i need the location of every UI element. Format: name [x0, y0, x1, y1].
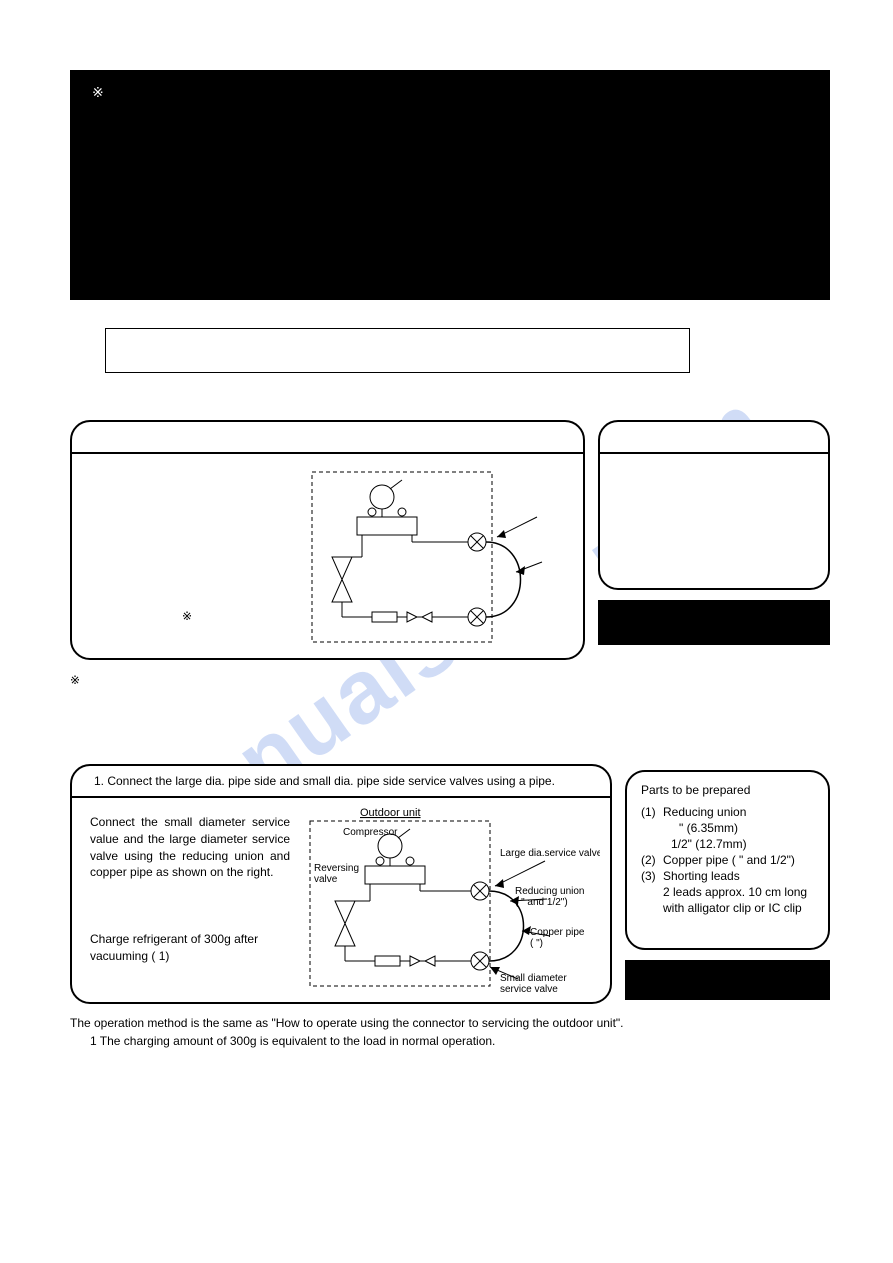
top-black-panel: ※	[70, 70, 830, 300]
diagram-outdoor-unit-label: Outdoor unit	[360, 807, 421, 819]
diagram-reducing-union-sub: ( " and 1/2")	[515, 897, 568, 908]
section1-right-divider	[600, 452, 828, 454]
section2-body-1: Connect the small diameter service value…	[90, 814, 290, 881]
section1-diagram	[302, 462, 572, 652]
parts-item-2-line1: Copper pipe ( " and 1/2")	[663, 852, 795, 869]
section1-left-panel: ※	[70, 420, 585, 660]
diagram-reducing-union-label: Reducing union	[515, 886, 585, 897]
parts-item-1-num: (1)	[641, 804, 656, 821]
reference-mark-icon: ※	[70, 672, 80, 689]
parts-item-3-line2: 2 leads approx. 10 cm long	[663, 884, 807, 901]
footer-line-2: 1 The charging amount of 300g is equival…	[90, 1033, 830, 1050]
parts-panel: Parts to be prepared (1) Reducing union …	[625, 770, 830, 950]
diagram-reversing-label-1: Reversing	[314, 863, 359, 874]
section1-right-panel	[598, 420, 830, 590]
parts-item-3-line3: with alligator clip or IC clip	[663, 900, 802, 917]
parts-item-2-num: (2)	[641, 852, 656, 869]
section2-diagram: Outdoor unit Compressor Reversing valve	[300, 801, 600, 996]
diagram-small-valve-label-2: service valve	[500, 984, 558, 995]
parts-item-3-num: (3)	[641, 868, 656, 885]
reference-mark-icon: ※	[92, 84, 104, 101]
parts-item-1-line2: " (6.35mm)	[679, 820, 738, 837]
diagram-copper-pipe-label: Copper pipe	[530, 927, 585, 938]
diagram-copper-pipe-sub: ( ")	[530, 938, 543, 949]
section2-right-black-panel	[625, 960, 830, 1000]
section2-body-2: Charge refrigerant of 300g after vacuumi…	[90, 931, 290, 965]
section1-divider	[72, 452, 583, 454]
section2-left-panel: 1. Connect the large dia. pipe side and …	[70, 764, 612, 1004]
parts-item-1-line3: 1/2" (12.7mm)	[671, 836, 747, 853]
section2-divider	[72, 796, 610, 798]
section2-step-title: 1. Connect the large dia. pipe side and …	[94, 773, 594, 790]
parts-title: Parts to be prepared	[641, 782, 750, 799]
mid-framed-box	[105, 328, 690, 373]
footer-line-1: The operation method is the same as "How…	[70, 1015, 830, 1032]
reference-mark-icon: ※	[182, 608, 192, 625]
diagram-large-valve-label: Large dia.service valve	[500, 848, 600, 859]
diagram-small-valve-label-1: Small diameter	[500, 973, 567, 984]
page-root: manualslive.com ※ ※	[0, 0, 893, 1263]
section1-right-black-panel	[598, 600, 830, 645]
parts-item-3-line1: Shorting leads	[663, 868, 740, 885]
diagram-reversing-label-2: valve	[314, 874, 338, 885]
diagram-compressor-label: Compressor	[343, 827, 398, 838]
parts-item-1-line1: Reducing union	[663, 804, 746, 821]
